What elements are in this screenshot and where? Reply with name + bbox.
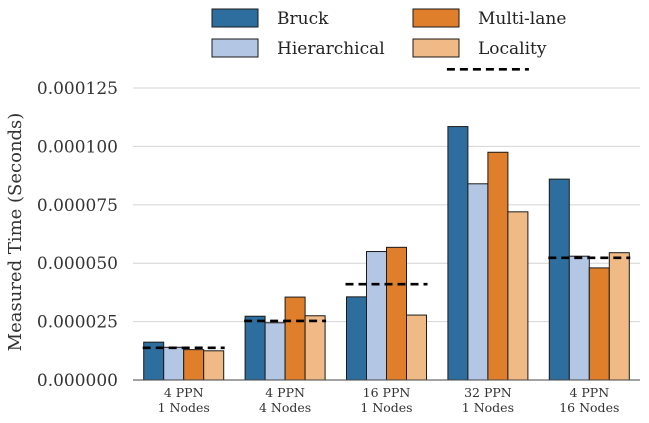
y-axis-title: Measured Time (Seconds) xyxy=(5,113,26,352)
bar-hierarchical xyxy=(366,251,387,381)
bar-bruck xyxy=(548,178,570,381)
bar-bruck xyxy=(346,296,367,381)
bar-multi-lane xyxy=(487,151,509,381)
x-tick-label: 4 PPN xyxy=(164,385,204,400)
bar-multi-lane xyxy=(386,246,407,381)
bar-multi-lane xyxy=(284,296,306,381)
legend-label: Locality xyxy=(478,39,547,59)
legend-swatch xyxy=(211,8,259,28)
bar-hierarchical xyxy=(264,322,286,381)
bar-multi-lane xyxy=(588,267,610,381)
x-tick-label: 1 Nodes xyxy=(158,400,210,415)
y-tick-label: 0.000050 xyxy=(37,254,118,274)
bars xyxy=(143,126,630,381)
x-tick-label: 4 PPN xyxy=(265,385,305,400)
bar-bruck xyxy=(244,315,266,381)
y-tick-label: 0.000075 xyxy=(37,196,118,216)
bar-locality xyxy=(203,350,225,381)
x-tick-label: 4 PPN xyxy=(569,385,609,400)
bar-hierarchical xyxy=(568,255,590,381)
y-tick-label: 0.000025 xyxy=(37,313,118,333)
legend-label: Bruck xyxy=(277,9,329,29)
legend-swatch xyxy=(412,8,460,28)
x-tick-label: 16 PPN xyxy=(363,385,411,400)
bar-locality xyxy=(507,211,529,381)
bar-locality xyxy=(304,315,326,381)
legend: Bruck Hierarchical Multi-lane Locality xyxy=(211,8,566,59)
x-tick-label: 32 PPN xyxy=(464,385,512,400)
bar-hierarchical xyxy=(163,346,185,381)
x-tick-label: 1 Nodes xyxy=(462,400,514,415)
x-tick-label: 16 Nodes xyxy=(559,400,619,415)
x-tick-label: 1 Nodes xyxy=(360,400,412,415)
axes: 0.000000 0.000025 0.000050 0.000075 0.000100… xyxy=(37,79,640,415)
y-tick-label: 0.000000 xyxy=(37,371,118,391)
bar-hierarchical xyxy=(467,183,489,381)
x-tick-label: 4 Nodes xyxy=(259,400,311,415)
bar-locality xyxy=(608,252,630,381)
legend-label: Hierarchical xyxy=(277,39,385,59)
legend-label: Multi-lane xyxy=(478,9,566,29)
y-tick-label: 0.000100 xyxy=(37,137,118,157)
bar-bruck xyxy=(447,126,469,381)
y-tick-label: 0.000125 xyxy=(37,79,118,99)
legend-swatch xyxy=(211,38,259,58)
bar-multi-lane xyxy=(183,349,205,381)
legend-swatch xyxy=(412,38,460,58)
reference-lines xyxy=(142,68,631,350)
bar-locality xyxy=(406,314,427,381)
